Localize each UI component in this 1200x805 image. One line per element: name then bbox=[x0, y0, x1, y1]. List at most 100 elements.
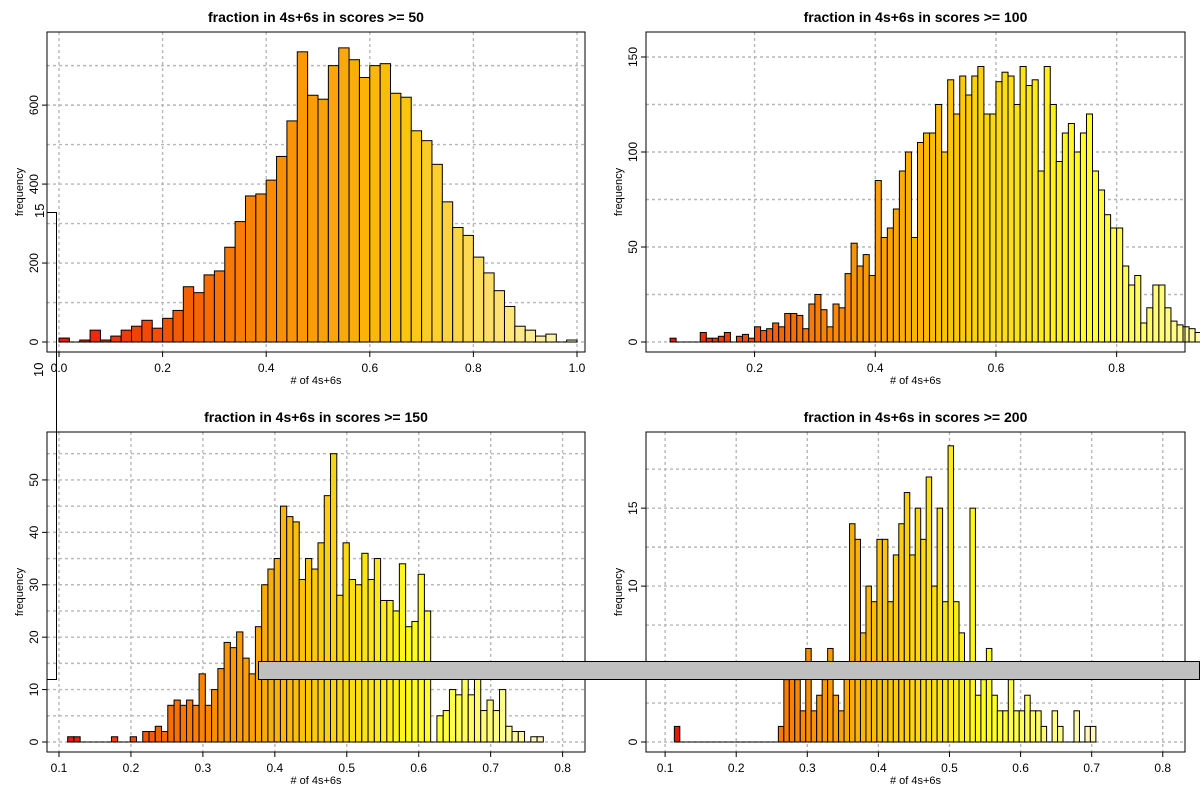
histogram-bar bbox=[920, 538, 927, 743]
histogram-bar bbox=[467, 694, 475, 743]
histogram-bar bbox=[1098, 189, 1106, 343]
histogram-bar bbox=[255, 193, 267, 343]
histogram-bar bbox=[317, 542, 325, 743]
histogram-bar bbox=[969, 507, 976, 743]
histogram-bar bbox=[242, 657, 250, 743]
histogram-bar bbox=[876, 538, 883, 743]
histogram-bar bbox=[1140, 322, 1148, 343]
histogram-bar bbox=[1176, 324, 1184, 343]
x-tick-label: 0.7 bbox=[482, 761, 499, 775]
histogram-bar bbox=[421, 140, 433, 343]
histogram-bar bbox=[276, 155, 288, 343]
chart-title: fraction in 4s+6s in scores >= 150 bbox=[204, 409, 428, 425]
histogram-bar bbox=[995, 81, 1003, 343]
histogram-bar bbox=[223, 641, 231, 743]
histogram-bar bbox=[172, 309, 184, 343]
histogram-bar bbox=[838, 710, 845, 743]
histogram-bar bbox=[211, 689, 219, 743]
histogram-bar bbox=[980, 679, 987, 743]
histogram-bar bbox=[1013, 104, 1021, 343]
histogram-bar bbox=[1085, 113, 1094, 343]
histogram-bar bbox=[1055, 161, 1063, 343]
histogram-bar bbox=[545, 333, 557, 343]
histogram-bar bbox=[524, 329, 537, 343]
histogram-bar bbox=[217, 668, 225, 743]
histogram-bar bbox=[536, 736, 544, 743]
histogram-bar bbox=[1110, 227, 1118, 343]
histogram-bar bbox=[530, 736, 538, 743]
histogram-bar bbox=[110, 736, 119, 743]
histogram-bar bbox=[1089, 725, 1097, 743]
histogram-bar bbox=[73, 736, 81, 743]
histogram-bar bbox=[826, 326, 834, 343]
histogram-bar bbox=[802, 328, 810, 343]
histogram-bar bbox=[410, 130, 423, 343]
histogram-bar bbox=[535, 335, 547, 343]
histogram-bar bbox=[958, 632, 965, 743]
histogram-bar bbox=[1158, 284, 1166, 343]
x-tick-label: 0.4 bbox=[867, 361, 884, 375]
x-tick-label: 0.6 bbox=[361, 361, 378, 375]
histogram-bar bbox=[193, 292, 205, 343]
histogram-bar bbox=[317, 98, 329, 343]
histogram-bar bbox=[874, 180, 882, 343]
histogram-bar bbox=[323, 495, 332, 743]
histogram-bar bbox=[254, 626, 263, 743]
x-tick-label: 0.3 bbox=[799, 761, 816, 775]
histogram-bar bbox=[1025, 85, 1033, 343]
histogram-bar bbox=[358, 76, 371, 343]
x-axis-label: # of 4s+6s bbox=[290, 375, 342, 387]
histogram-bar bbox=[741, 333, 750, 343]
histogram-bar bbox=[1188, 328, 1196, 343]
histogram-bar bbox=[442, 710, 450, 743]
histogram-bar bbox=[173, 699, 181, 743]
x-tick-label: 0.8 bbox=[465, 361, 482, 375]
histogram-bar bbox=[723, 332, 731, 343]
histogram-bar bbox=[148, 731, 156, 743]
histogram-bar bbox=[58, 337, 70, 343]
histogram-bar bbox=[983, 113, 991, 343]
x-tick-label: 0.8 bbox=[554, 761, 571, 775]
histogram-bar bbox=[265, 179, 278, 343]
histogram-bar bbox=[850, 242, 858, 343]
histogram-bar bbox=[234, 221, 246, 343]
histogram-bar bbox=[854, 538, 861, 743]
histogram-bar bbox=[307, 94, 319, 343]
histogram-bar bbox=[965, 94, 973, 343]
histogram-bar bbox=[977, 66, 985, 343]
x-tick-label: 1.0 bbox=[569, 361, 586, 375]
histogram-bar bbox=[820, 309, 828, 343]
histogram-bar bbox=[816, 694, 823, 743]
histogram-bar bbox=[959, 75, 967, 343]
histogram-bar bbox=[1049, 104, 1057, 343]
histogram-bar bbox=[79, 339, 91, 343]
histogram-bar bbox=[996, 710, 1004, 743]
histogram-bar bbox=[1035, 710, 1042, 743]
histogram-bar bbox=[452, 227, 464, 343]
histogram-bar bbox=[248, 673, 256, 743]
histogram-bar bbox=[953, 113, 961, 343]
stray-axis-label: 15 bbox=[32, 203, 47, 218]
histogram-bar bbox=[947, 79, 955, 343]
histogram-bar bbox=[1116, 227, 1124, 343]
histogram-bar bbox=[1001, 71, 1009, 343]
stray-axis-label: 10 bbox=[31, 362, 46, 377]
histogram-bar bbox=[1170, 320, 1178, 343]
x-tick-label: 0.2 bbox=[123, 761, 140, 775]
histogram-bar bbox=[717, 335, 725, 343]
y-tick-label: 0 bbox=[27, 338, 41, 345]
histogram-bar bbox=[1194, 332, 1200, 343]
y-axis-label: frequency bbox=[613, 167, 625, 216]
histogram-bar bbox=[182, 286, 195, 343]
histogram-bar bbox=[838, 307, 846, 343]
histogram-bar bbox=[279, 505, 288, 743]
histogram-bar bbox=[844, 273, 852, 343]
histogram-bar bbox=[411, 620, 419, 743]
y-tick-label: 0 bbox=[626, 338, 640, 345]
x-tick-label: 0.3 bbox=[195, 761, 212, 775]
histogram-bar bbox=[244, 195, 257, 343]
histogram-bar bbox=[398, 563, 407, 743]
histogram-bar bbox=[1134, 275, 1142, 343]
x-tick-label: 0.4 bbox=[870, 761, 887, 775]
